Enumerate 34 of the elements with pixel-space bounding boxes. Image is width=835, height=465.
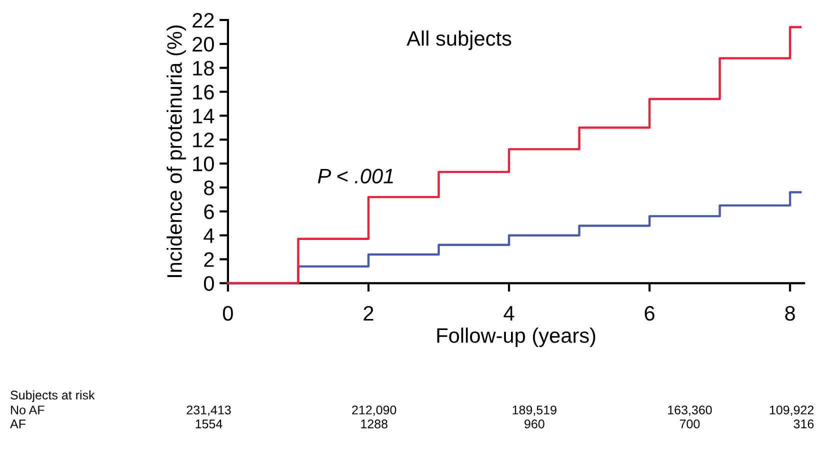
- y-tick-label: 4: [204, 228, 214, 243]
- y-tick-label: 18: [193, 60, 214, 76]
- y-tick-label: 12: [193, 132, 214, 148]
- text: Subjects at risk: [10, 390, 95, 402]
- text: 1554: [196, 420, 222, 428]
- x-tick-label: 8: [785, 306, 795, 321]
- y-tick-label: 2: [204, 252, 214, 267]
- annotation: P < .001: [318, 168, 393, 184]
- text: AF: [10, 420, 26, 428]
- text: 960: [524, 420, 544, 428]
- text: 700: [680, 420, 700, 428]
- chart-title: All subjects: [406, 30, 512, 50]
- text: 231,413: [186, 406, 231, 416]
- text: 189,519: [512, 406, 556, 416]
- text: 1288: [361, 420, 388, 428]
- y-tick-label: 22: [192, 12, 214, 28]
- y-tick-label: 0: [204, 276, 214, 291]
- y-tick-label: 8: [204, 180, 214, 196]
- x-tick-label: 0: [222, 306, 233, 321]
- text: 316: [794, 420, 814, 428]
- x-tick-label: 2: [364, 306, 374, 321]
- text: 163,360: [668, 406, 712, 416]
- y-tick-label: 6: [204, 204, 214, 220]
- text: 212,090: [352, 406, 396, 416]
- y-tick-label: 14: [193, 108, 214, 124]
- text: 109,922: [770, 406, 814, 416]
- y-tick-label: 20: [192, 36, 214, 52]
- x-axis-title: Follow-up (years): [437, 328, 596, 348]
- y-axis-title: Incidence of proteinuria (%): [166, 25, 186, 278]
- y-tick-label: 16: [193, 84, 214, 100]
- x-tick-label: 4: [504, 306, 514, 321]
- text: No AF: [11, 406, 44, 414]
- x-tick-label: 6: [644, 306, 654, 321]
- y-tick-label: 10: [193, 156, 214, 172]
